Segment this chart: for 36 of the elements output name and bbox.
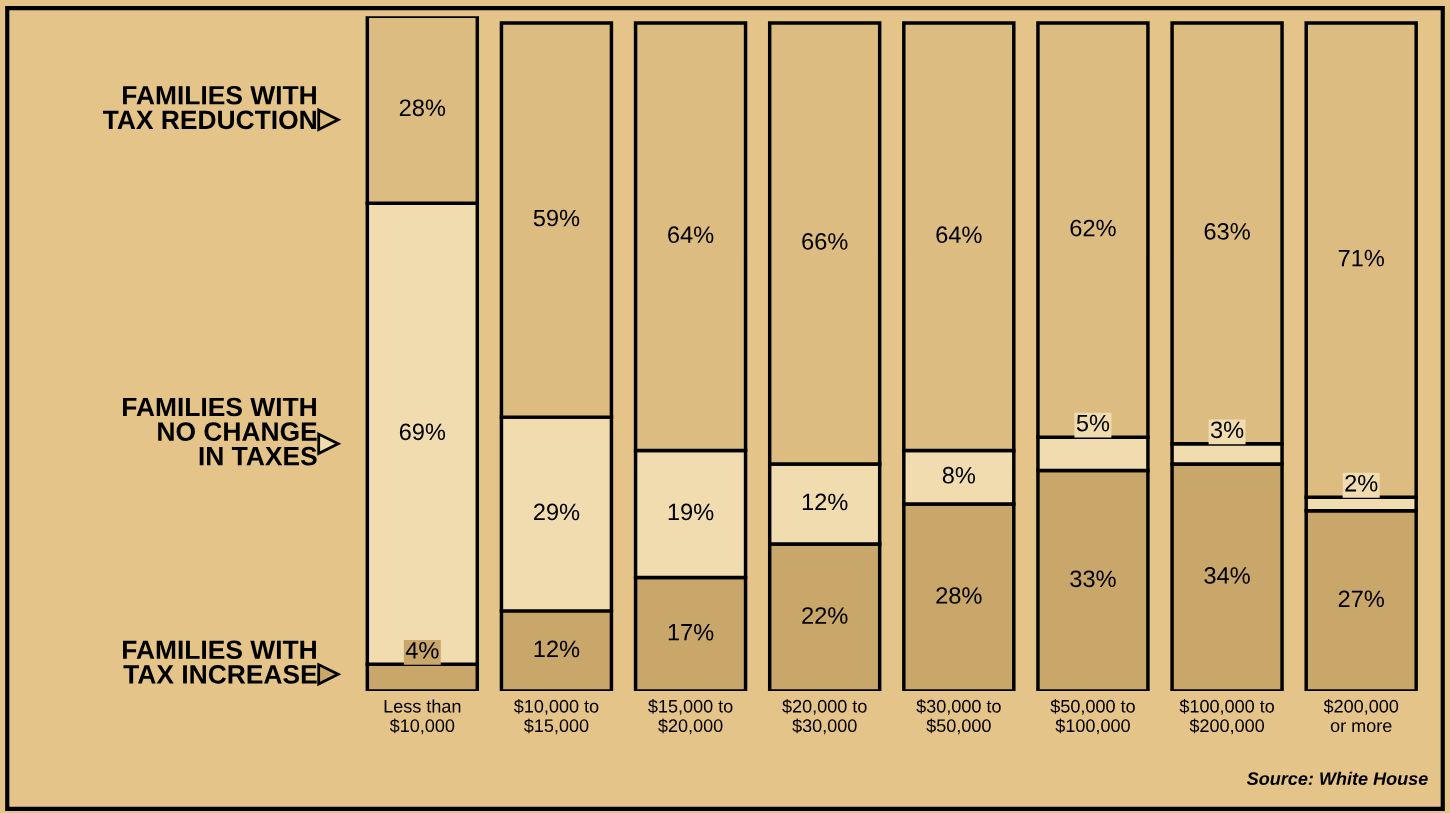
data-label: 29%: [534, 503, 580, 521]
x-tick-label: $200,000 or more: [1323, 699, 1399, 733]
data-label: 64%: [936, 226, 982, 244]
data-label: 33%: [1070, 570, 1116, 588]
x-tick-label: $100,000 to $200,000: [1179, 699, 1274, 735]
data-label: 3%: [1210, 421, 1244, 439]
data-label: 22%: [802, 607, 848, 624]
source-note: Source: White House: [1246, 771, 1428, 786]
data-label: 59%: [533, 209, 580, 227]
data-label: 19%: [668, 503, 714, 521]
data-label: 69%: [399, 423, 446, 441]
data-label: 17%: [668, 623, 714, 641]
data-label: 62%: [1070, 219, 1116, 237]
data-label: 34%: [1204, 567, 1250, 584]
data-label: 64%: [668, 226, 714, 244]
data-label: 66%: [802, 233, 848, 250]
x-tick-label: $30,000 to $50,000: [916, 699, 1001, 735]
data-label: 28%: [936, 587, 982, 604]
legend-label: FAMILIES WITH NO CHANGE IN TAXES: [123, 397, 317, 466]
x-tick-label: $50,000 to $100,000: [1050, 699, 1135, 735]
data-label: 5%: [1076, 414, 1110, 432]
legend-label: FAMILIES WITH TAX INCREASE: [123, 640, 317, 684]
x-tick-label: $20,000 to $30,000: [782, 699, 867, 735]
x-tick-label: $10,000 to $15,000: [513, 699, 599, 735]
data-label: 2%: [1345, 474, 1378, 492]
data-label: 71%: [1338, 249, 1384, 267]
data-label: 12%: [534, 640, 580, 658]
data-label: 8%: [942, 466, 976, 484]
data-label: 27%: [1338, 590, 1384, 608]
x-tick-label: Less than $10,000: [384, 699, 461, 735]
data-label: 12%: [802, 493, 848, 511]
data-label: 63%: [1204, 223, 1250, 240]
legend-label: FAMILIES WITH TAX REDUCTION: [102, 85, 316, 130]
x-tick-label: $15,000 to $20,000: [648, 699, 733, 735]
data-label: 28%: [399, 99, 446, 117]
data-label: 4%: [405, 642, 439, 659]
